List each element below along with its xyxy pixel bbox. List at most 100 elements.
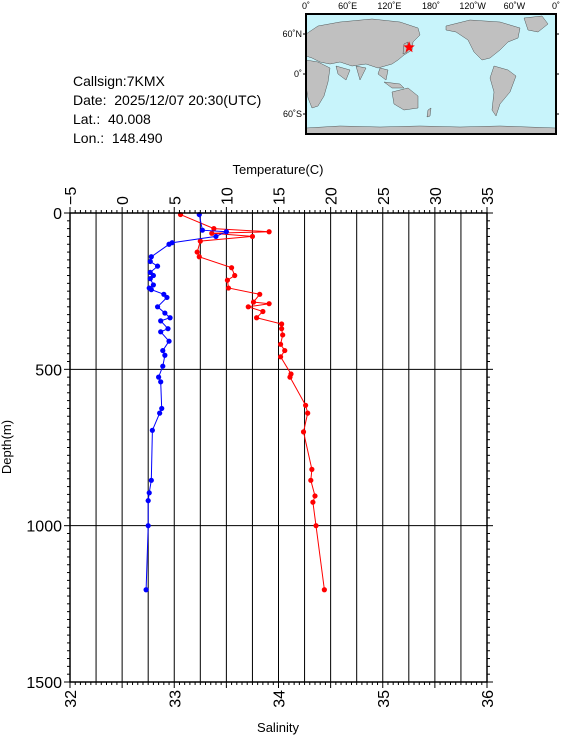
temperature-data-point: [279, 321, 285, 327]
top-axis-tick-label: 20: [324, 187, 341, 205]
map-latitude-label: 0˚: [294, 69, 302, 79]
salinity-data-point: [147, 276, 153, 282]
top-axis-tick-label: −5: [63, 187, 80, 205]
station-info: Callsign:7KMX Date: 2025/12/07 20:30(UTC…: [73, 72, 261, 148]
salinity-data-point: [158, 329, 164, 335]
temperature-data-point: [254, 315, 260, 321]
salinity-data-point: [148, 287, 154, 293]
salinity-data-point: [162, 310, 168, 316]
salinity-data-point: [148, 254, 154, 260]
salinity-data-point: [166, 241, 172, 247]
temperature-data-point: [260, 308, 266, 315]
map-tick-labels: 0˚ 60˚E 120˚E 180˚ 120˚W 60˚W 0˚ 60˚N 0˚ 60˚S: [282, 1, 560, 119]
salinity-data-point: [162, 352, 168, 358]
longitude-text: Lon.: 148.490: [73, 130, 163, 146]
salinity-data-point: [166, 338, 172, 344]
top-axis-tick-label: 30: [428, 187, 445, 205]
temperature-data-point: [250, 299, 257, 305]
map-longitude-label: 60˚W: [504, 1, 526, 11]
temperature-data-point: [228, 265, 235, 271]
temperature-data-point: [280, 332, 286, 338]
bottom-axis-label: Salinity: [257, 720, 299, 735]
salinity-profile-line: [145, 214, 227, 590]
salinity-data-point: [164, 294, 170, 301]
salinity-data-point: [158, 379, 164, 385]
temperature-series: [177, 211, 327, 593]
temperature-data-point: [313, 523, 319, 529]
salinity-data-point: [148, 477, 154, 483]
temperature-data-point: [232, 272, 238, 279]
y-axis-tick-label: 500: [35, 362, 62, 379]
temperature-data-point: [211, 226, 217, 232]
top-axis-tick-label: 5: [167, 196, 184, 205]
temperature-data-point: [282, 347, 288, 354]
bottom-axis-tick-label: 33: [167, 690, 184, 708]
top-axis-label: Temperature(C): [232, 162, 323, 177]
top-axis-tick-label: 35: [480, 187, 497, 205]
bottom-axis-tick-label: 35: [376, 690, 393, 708]
temperature-data-point: [277, 354, 284, 360]
temperature-data-point: [277, 341, 284, 347]
temperature-data-point: [309, 466, 315, 472]
salinity-data-point: [143, 587, 149, 593]
y-axis-tick-label: 0: [53, 206, 62, 223]
top-axis-tick-label: 0: [115, 196, 132, 205]
map-longitude-label: 0˚: [302, 1, 310, 11]
map-longitude-label: 180˚: [422, 1, 440, 11]
callsign-text: Callsign:7KMX: [73, 73, 165, 89]
salinity-data-point: [154, 304, 161, 310]
salinity-data-point: [156, 374, 162, 380]
temperature-data-point: [225, 285, 232, 291]
salinity-data-point: [213, 233, 219, 240]
top-axis-tick-label: 10: [219, 187, 236, 205]
map-land: [305, 15, 557, 135]
temperature-data-point: [257, 291, 263, 297]
temperature-data-point: [196, 254, 202, 260]
map-longitude-label: 0˚: [552, 1, 560, 11]
temperature-data-point: [197, 238, 203, 244]
top-axis-tick-label: 15: [272, 187, 289, 205]
salinity-data-point: [167, 315, 173, 321]
salinity-data-point: [158, 318, 164, 324]
date-text: Date: 2025/12/07 20:30(UTC): [73, 92, 262, 108]
salinity-data-point: [146, 490, 152, 496]
temperature-data-point: [305, 410, 311, 416]
temperature-data-point: [308, 477, 314, 483]
salinity-data-point: [165, 326, 171, 332]
temperature-data-point: [245, 304, 251, 310]
station-marker-icon: [403, 41, 415, 53]
salinity-data-point: [223, 229, 229, 235]
temperature-data-point: [224, 277, 231, 283]
salinity-series: [143, 211, 229, 593]
salinity-data-point: [157, 410, 163, 416]
temperature-data-point: [310, 499, 316, 505]
salinity-data-point: [160, 363, 166, 369]
temperature-data-point: [312, 493, 318, 499]
temperature-data-point: [321, 587, 327, 593]
salinity-data-point: [199, 227, 205, 233]
temperature-data-point: [249, 233, 256, 240]
salinity-data-point: [150, 282, 156, 288]
salinity-data-point: [149, 427, 155, 433]
temperature-data-point: [266, 229, 272, 235]
temperature-data-point: [266, 301, 272, 307]
y-axis-tick-label: 1500: [26, 675, 62, 692]
salinity-data-point: [154, 263, 161, 269]
latitude-text: Lat.: 40.008: [73, 111, 151, 127]
bottom-axis-tick-label: 32: [63, 690, 80, 708]
y-axis-tick-label: 1000: [26, 519, 62, 536]
map-latitude-label: 60˚N: [282, 29, 302, 39]
salinity-data-point: [147, 258, 153, 265]
grid: [70, 213, 487, 682]
map-frame: [305, 13, 557, 135]
salinity-data-point: [159, 405, 165, 412]
salinity-data-point: [145, 523, 151, 529]
series-layer: [143, 211, 327, 593]
map-latitude-label: 60˚S: [283, 109, 302, 119]
temperature-data-point: [209, 230, 215, 236]
temperature-data-point: [279, 326, 285, 332]
temperature-data-point: [194, 249, 200, 255]
